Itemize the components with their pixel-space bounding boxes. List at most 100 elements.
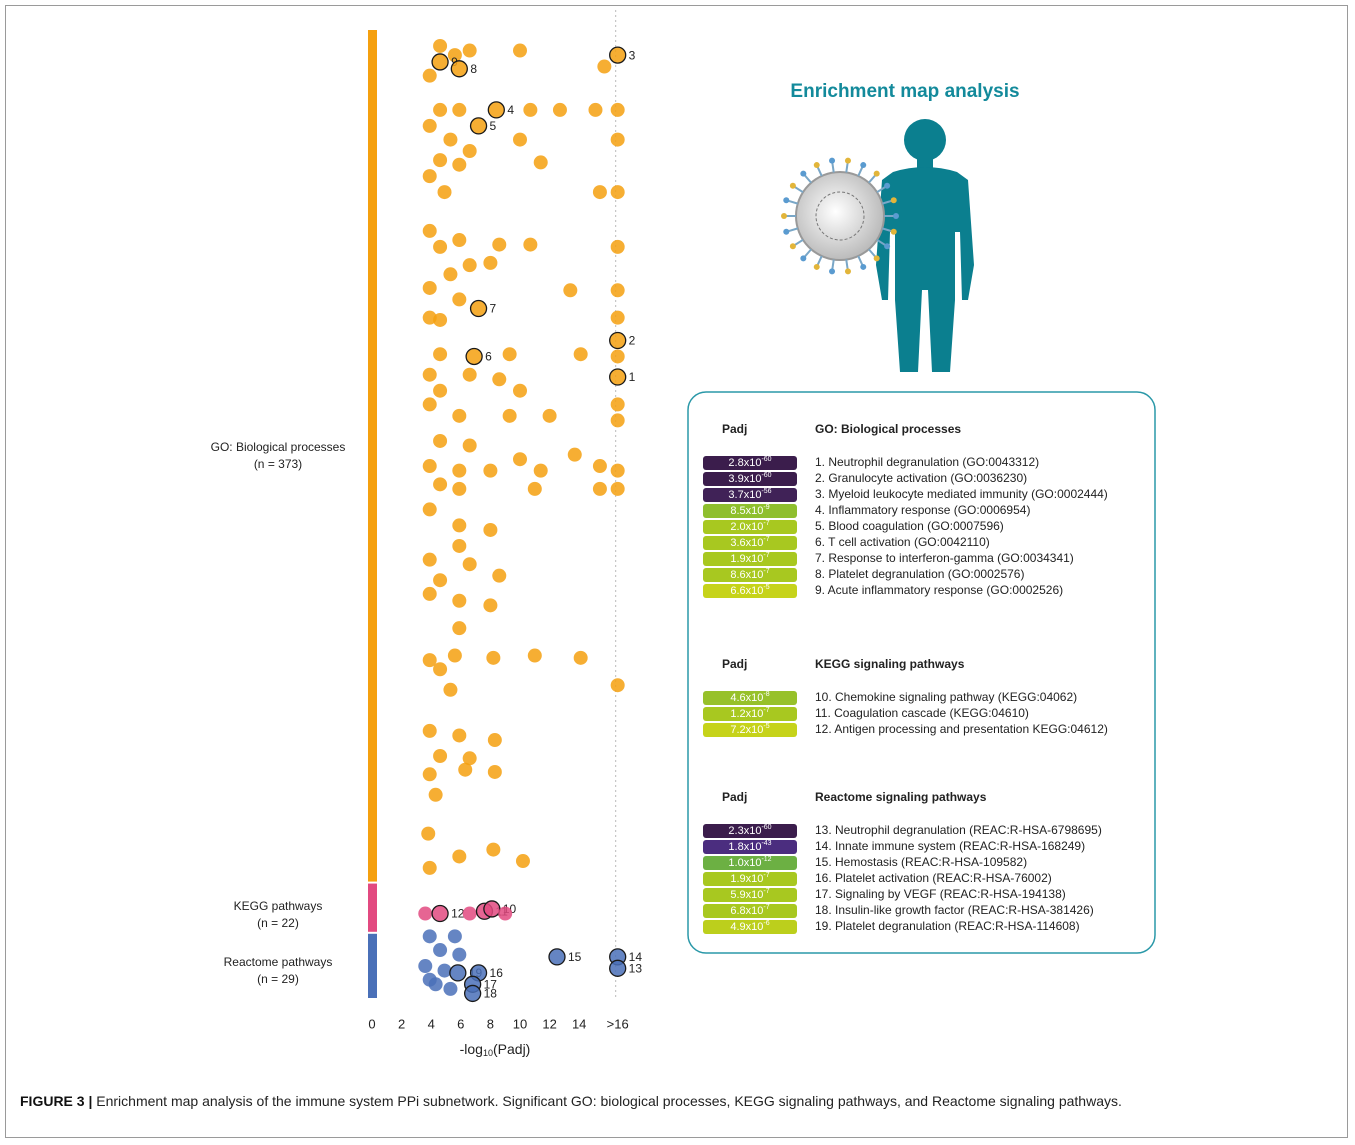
term-point bbox=[502, 347, 517, 362]
term-point bbox=[433, 943, 448, 958]
point-label: 13 bbox=[629, 961, 643, 975]
group-count: (n = 29) bbox=[257, 972, 299, 986]
term-point bbox=[523, 237, 538, 252]
padj-exponent: -7 bbox=[763, 536, 769, 543]
term-point bbox=[422, 552, 437, 567]
term-point bbox=[422, 653, 437, 668]
table-header: Padj bbox=[722, 422, 747, 436]
padj-badge bbox=[703, 840, 797, 854]
point-label: 4 bbox=[507, 103, 514, 117]
table-row-label: 2. Granulocyte activation (GO:0036230) bbox=[815, 471, 1027, 485]
padj-badge bbox=[703, 888, 797, 902]
table-row-label: 17. Signaling by VEGF (REAC:R-HSA-194138… bbox=[815, 887, 1066, 901]
term-point bbox=[527, 481, 542, 496]
virus-spike-tip bbox=[829, 268, 836, 275]
term-point bbox=[465, 347, 483, 366]
term-point bbox=[433, 573, 448, 588]
group-count: (n = 22) bbox=[257, 916, 299, 930]
padj-badge bbox=[703, 856, 797, 870]
term-point bbox=[462, 438, 477, 453]
term-point bbox=[452, 157, 467, 172]
padj-badge bbox=[703, 456, 797, 470]
term-point bbox=[592, 481, 607, 496]
virus-spike-tip bbox=[829, 157, 836, 164]
padj-exponent: -12 bbox=[761, 856, 771, 863]
term-point bbox=[610, 349, 625, 364]
padj-exponent: -7 bbox=[763, 904, 769, 911]
padj-badge bbox=[703, 552, 797, 566]
table-row-label: 14. Innate immune system (REAC:R-HSA-168… bbox=[815, 839, 1085, 853]
padj-value: 1.2x10-7 bbox=[730, 707, 769, 720]
padj-value: 8.6x10-7 bbox=[730, 568, 769, 581]
table-row-label: 19. Platelet degranulation (REAC:R-HSA-1… bbox=[815, 919, 1080, 933]
padj-exponent: -60 bbox=[761, 472, 771, 479]
padj-badge bbox=[703, 504, 797, 518]
term-point bbox=[492, 237, 507, 252]
term-point bbox=[515, 854, 530, 869]
term-point bbox=[433, 102, 448, 117]
padj-exponent: -7 bbox=[763, 552, 769, 559]
term-point bbox=[487, 733, 502, 748]
point-label: 14 bbox=[629, 950, 643, 964]
point-label: 2 bbox=[629, 334, 636, 348]
term-point bbox=[422, 723, 437, 738]
term-point bbox=[610, 185, 625, 200]
table-row-label: 10. Chemokine signaling pathway (KEGG:04… bbox=[815, 690, 1077, 704]
term-point bbox=[422, 502, 437, 517]
padj-badge bbox=[703, 723, 797, 737]
term-point bbox=[452, 481, 467, 496]
padj-exponent: -43 bbox=[761, 840, 771, 847]
table-section-title: GO: Biological processes bbox=[815, 422, 961, 436]
term-point bbox=[492, 568, 507, 583]
point-label: 1 bbox=[629, 370, 636, 384]
person-body bbox=[876, 167, 974, 372]
term-point bbox=[513, 452, 527, 467]
padj-base: 1.0x10 bbox=[728, 857, 761, 869]
x-tick-label: 2 bbox=[398, 1016, 405, 1031]
term-point bbox=[573, 347, 588, 362]
virus-spike-tip bbox=[844, 157, 851, 164]
term-point bbox=[433, 433, 448, 448]
padj-badge bbox=[703, 824, 797, 838]
virus-spike-tip bbox=[890, 228, 897, 235]
table-row-label: 1. Neutrophil degranulation (GO:0043312) bbox=[815, 455, 1039, 469]
x-label-part: (Padj) bbox=[493, 1041, 530, 1057]
term-point bbox=[452, 408, 467, 423]
table-row-label: 15. Hemostasis (REAC:R-HSA-109582) bbox=[815, 855, 1027, 869]
term-point bbox=[483, 900, 501, 918]
point-label: 12 bbox=[451, 907, 465, 921]
padj-value: 6.6x10-5 bbox=[730, 584, 769, 597]
term-point bbox=[610, 283, 625, 298]
table-row-label: 11. Coagulation cascade (KEGG:04610) bbox=[815, 706, 1029, 720]
term-point bbox=[483, 598, 498, 613]
padj-badge bbox=[703, 584, 797, 598]
term-point bbox=[421, 826, 436, 841]
term-point bbox=[418, 959, 433, 974]
term-point bbox=[610, 310, 625, 325]
term-point bbox=[452, 593, 467, 608]
term-point bbox=[462, 43, 477, 58]
padj-badge bbox=[703, 536, 797, 550]
term-point bbox=[422, 310, 437, 325]
term-point bbox=[610, 102, 625, 117]
table-row-label: 13. Neutrophil degranulation (REAC:R-HSA… bbox=[815, 823, 1102, 837]
x-tick-label: 14 bbox=[572, 1016, 586, 1031]
padj-base: 1.9x10 bbox=[730, 553, 763, 565]
padj-value: 1.9x10-7 bbox=[730, 872, 769, 885]
virus-spike-tip bbox=[800, 170, 807, 177]
padj-badge bbox=[703, 872, 797, 886]
term-point bbox=[548, 948, 566, 966]
term-point bbox=[597, 59, 612, 74]
point-label: 17 bbox=[484, 977, 498, 991]
term-point bbox=[610, 132, 625, 147]
virus-spike-tip bbox=[884, 243, 891, 250]
padj-badge bbox=[703, 472, 797, 486]
term-point bbox=[418, 906, 433, 921]
term-point bbox=[433, 662, 448, 677]
point-label: 3 bbox=[629, 48, 636, 62]
table-row-label: 3. Myeloid leukocyte mediated immunity (… bbox=[815, 487, 1108, 501]
padj-exponent: -6 bbox=[763, 920, 769, 927]
padj-value: 3.7x10-56 bbox=[728, 488, 771, 501]
term-point bbox=[610, 397, 625, 412]
term-point bbox=[492, 372, 507, 387]
